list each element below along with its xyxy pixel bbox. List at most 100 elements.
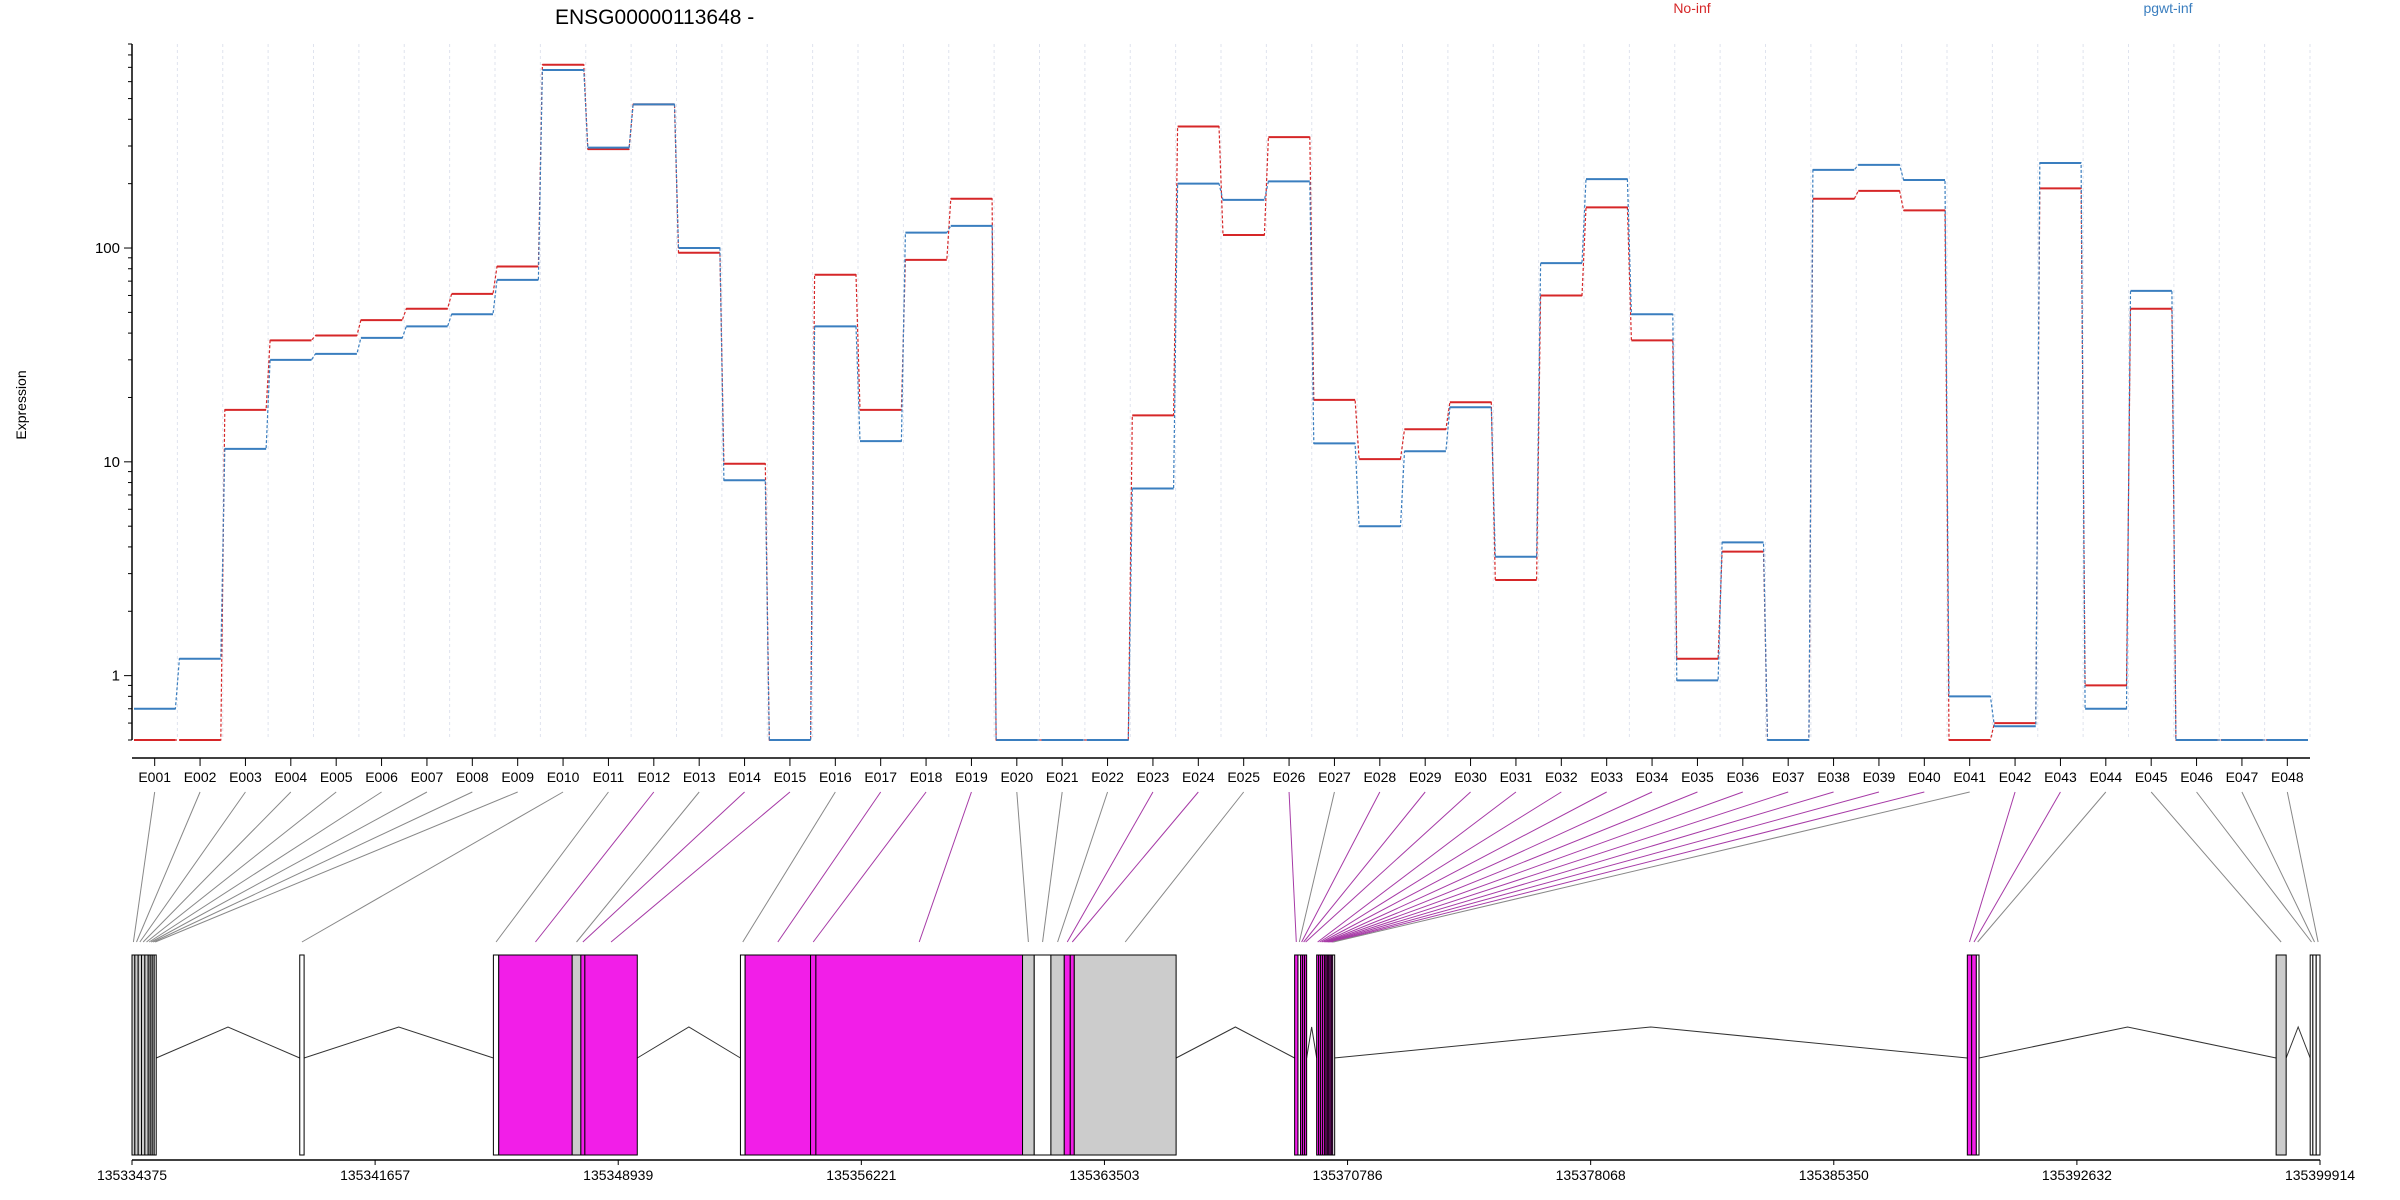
- legend-item: pgwt-inf: [2143, 0, 2192, 16]
- mapping-line-E044: [1977, 791, 2107, 943]
- intron: [1978, 1026, 2277, 1059]
- series-line: [134, 64, 2308, 741]
- genomic-tick-label: 135334375: [97, 1167, 167, 1183]
- x-tick-label: E020: [1000, 769, 1033, 785]
- x-tick-label: E019: [955, 769, 988, 785]
- x-tick-label: E024: [1182, 769, 1215, 785]
- intron: [156, 1026, 300, 1059]
- mapping-line-E021: [1042, 791, 1063, 943]
- mapping-line-E020: [1016, 791, 1029, 943]
- x-tick-label: E048: [2271, 769, 2304, 785]
- x-tick-label: E026: [1273, 769, 1306, 785]
- exon-E004: [141, 954, 146, 1156]
- x-tick-label: E013: [683, 769, 716, 785]
- exon-E002: [134, 954, 139, 1156]
- mapping-line-E002: [136, 791, 201, 943]
- x-tick-label: E011: [593, 769, 625, 785]
- exon-E047: [2312, 954, 2317, 1156]
- y-tick-label: 1: [112, 668, 120, 685]
- x-tick-label: E007: [411, 769, 444, 785]
- exon-E041: [1332, 954, 1336, 1156]
- exon-E017: [744, 954, 812, 1156]
- intron: [1333, 1026, 1968, 1059]
- mapping-line-E022: [1057, 791, 1109, 943]
- mapping-line-E033: [1321, 791, 1607, 943]
- exon-E003: [137, 954, 143, 1156]
- x-tick-label: E005: [320, 769, 353, 785]
- series-0: [134, 63, 2308, 741]
- mapping-line-E001: [132, 791, 156, 943]
- mapping-line-E008: [152, 791, 473, 943]
- mapping-line-E030: [1305, 791, 1471, 943]
- y-axis-label: Expression: [13, 370, 29, 439]
- exon-E013: [571, 954, 582, 1156]
- mapping-line-E031: [1317, 791, 1517, 943]
- exon-E010: [299, 954, 305, 1156]
- gene-model: [131, 954, 2321, 1156]
- x-tick-label: E002: [184, 769, 217, 785]
- exon-E005: [144, 954, 149, 1156]
- intron: [1175, 1026, 1295, 1059]
- x-tick-label: E025: [1227, 769, 1260, 785]
- mapping-line-E028: [1301, 791, 1381, 943]
- x-tick-label: E042: [1999, 769, 2032, 785]
- x-tick-label: E017: [864, 769, 897, 785]
- intron: [1306, 1026, 1318, 1059]
- series-lines: [134, 63, 2308, 741]
- mapping-line-E042: [1969, 791, 2016, 943]
- x-tick-label: E009: [501, 769, 534, 785]
- mapping-line-E047: [2241, 791, 2315, 943]
- exon-E044: [1975, 954, 1980, 1156]
- x-tick-label: E001: [138, 769, 171, 785]
- chart-title: ENSG00000113648 -: [555, 6, 754, 29]
- intron: [303, 1026, 494, 1059]
- x-tick-label: E006: [365, 769, 398, 785]
- mapping-line-E018: [812, 791, 927, 943]
- mapping-line-E046: [2196, 791, 2312, 943]
- exon-E026: [1294, 954, 1299, 1156]
- exon-mapping-lines: [132, 791, 2319, 943]
- exon-E020: [1022, 954, 1035, 1156]
- genomic-axis-ticks: 135334375 135341657 135348939 135356221 1353…: [97, 1159, 2355, 1183]
- mapping-line-E034: [1323, 791, 1653, 943]
- mapping-line-E016: [742, 791, 836, 943]
- y-tick-label: 10: [103, 454, 120, 471]
- exon-E048: [2315, 954, 2321, 1156]
- exon-E021: [1033, 954, 1052, 1156]
- x-tick-label: E045: [2135, 769, 2168, 785]
- x-tick-label: E040: [1908, 769, 1941, 785]
- exon-E025: [1073, 954, 1177, 1156]
- genomic-tick-label: 135363503: [1069, 1167, 1139, 1183]
- genomic-tick-label: 135348939: [583, 1167, 653, 1183]
- mapping-line-E012: [535, 791, 655, 943]
- genomic-tick-label: 135385350: [1799, 1167, 1869, 1183]
- mapping-line-E026: [1288, 791, 1297, 943]
- mapping-line-E019: [918, 791, 972, 943]
- x-tick-label: E027: [1318, 769, 1351, 785]
- exon-E019: [815, 954, 1024, 1156]
- mapping-line-E038: [1329, 791, 1834, 943]
- series-1: [134, 69, 2308, 741]
- genomic-tick-label: 135370786: [1313, 1167, 1383, 1183]
- exon-E043: [1971, 954, 1977, 1156]
- intron: [2285, 1025, 2311, 1059]
- x-tick-label: E004: [274, 769, 307, 785]
- x-tick-label: E032: [1545, 769, 1578, 785]
- x-tick-label: E003: [229, 769, 262, 785]
- exon-E011: [492, 954, 500, 1156]
- mapping-line-E025: [1124, 791, 1245, 943]
- genomic-tick-label: 135392632: [2042, 1167, 2112, 1183]
- legend: No-inf pgwt-inf: [1673, 0, 2192, 16]
- mapping-line-E006: [148, 791, 382, 943]
- x-tick-label: E039: [1863, 769, 1896, 785]
- x-tick-label: E018: [910, 769, 943, 785]
- exon-E030: [1304, 954, 1308, 1156]
- genomic-tick-label: 135341657: [340, 1167, 410, 1183]
- mapping-line-E032: [1319, 791, 1562, 943]
- exon-E042: [1966, 954, 1973, 1156]
- x-tick-label: E033: [1590, 769, 1623, 785]
- mapping-line-E017: [777, 791, 882, 943]
- x-tick-label: E010: [547, 769, 580, 785]
- mapping-line-E003: [139, 791, 246, 943]
